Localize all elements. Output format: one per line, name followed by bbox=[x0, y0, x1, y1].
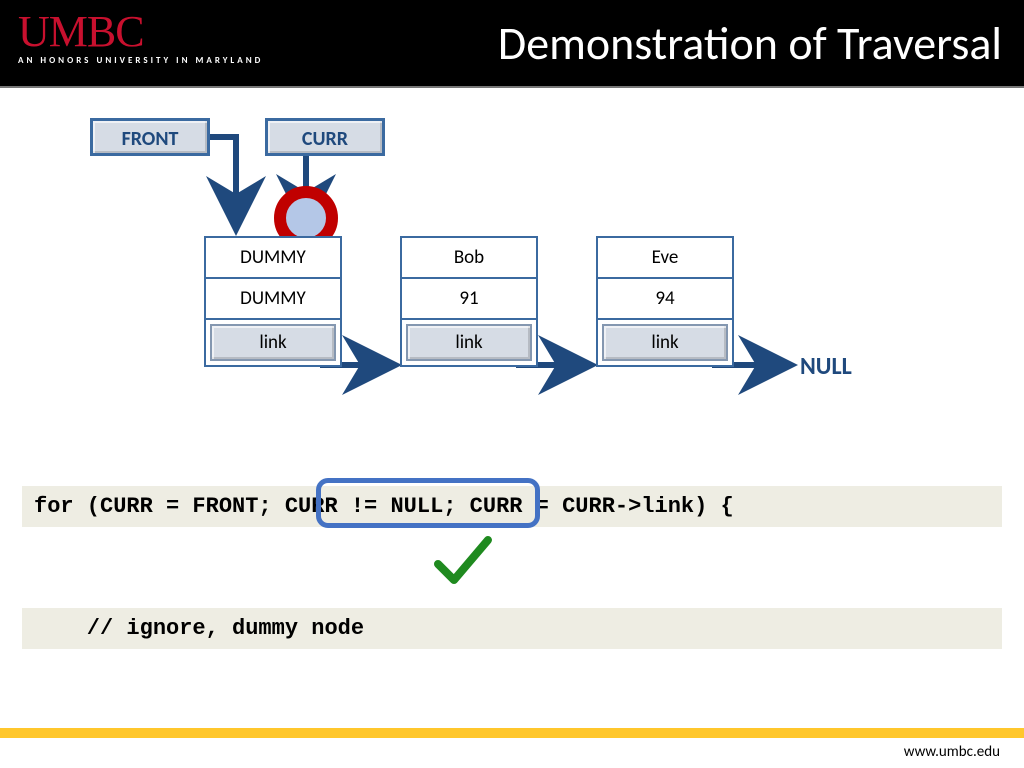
null-label: NULL bbox=[800, 352, 852, 381]
code-line-2: // ignore, dummy node bbox=[22, 608, 1002, 649]
node-cell: Eve bbox=[598, 238, 732, 279]
curr-pointer-box: CURR bbox=[265, 118, 385, 156]
slide-title: Demonstration of Traversal bbox=[498, 16, 1002, 72]
node-cell: 94 bbox=[598, 279, 732, 320]
list-node: DUMMYDUMMY link bbox=[204, 236, 342, 367]
list-node: Eve94 link bbox=[596, 236, 734, 367]
node-link-cell: link bbox=[210, 324, 336, 361]
node-link-cell: link bbox=[602, 324, 728, 361]
logo-block: UMBC AN HONORS UNIVERSITY IN MARYLAND bbox=[18, 6, 263, 66]
node-cell: Bob bbox=[402, 238, 536, 279]
front-pointer-box: FRONT bbox=[90, 118, 210, 156]
node-cell: 91 bbox=[402, 279, 536, 320]
footer: www.umbc.edu bbox=[0, 738, 1024, 768]
curr-pointer-label: CURR bbox=[302, 127, 348, 151]
diagram-canvas: FRONT CURR DUMMYDUMMY link Bob91 link Eve94 l… bbox=[0, 88, 1024, 728]
footer-url: www.umbc.edu bbox=[904, 743, 1000, 761]
node-cell: DUMMY bbox=[206, 279, 340, 320]
footer-accent-bar bbox=[0, 728, 1024, 738]
logo-main: UMBC bbox=[18, 6, 263, 57]
front-pointer-label: FRONT bbox=[122, 127, 179, 151]
slide-header: UMBC AN HONORS UNIVERSITY IN MARYLAND De… bbox=[0, 0, 1024, 88]
code-highlight-box bbox=[316, 478, 540, 528]
list-node: Bob91 link bbox=[400, 236, 538, 367]
logo-tagline: AN HONORS UNIVERSITY IN MARYLAND bbox=[18, 55, 263, 66]
node-cell: DUMMY bbox=[206, 238, 340, 279]
node-link-cell: link bbox=[406, 324, 532, 361]
